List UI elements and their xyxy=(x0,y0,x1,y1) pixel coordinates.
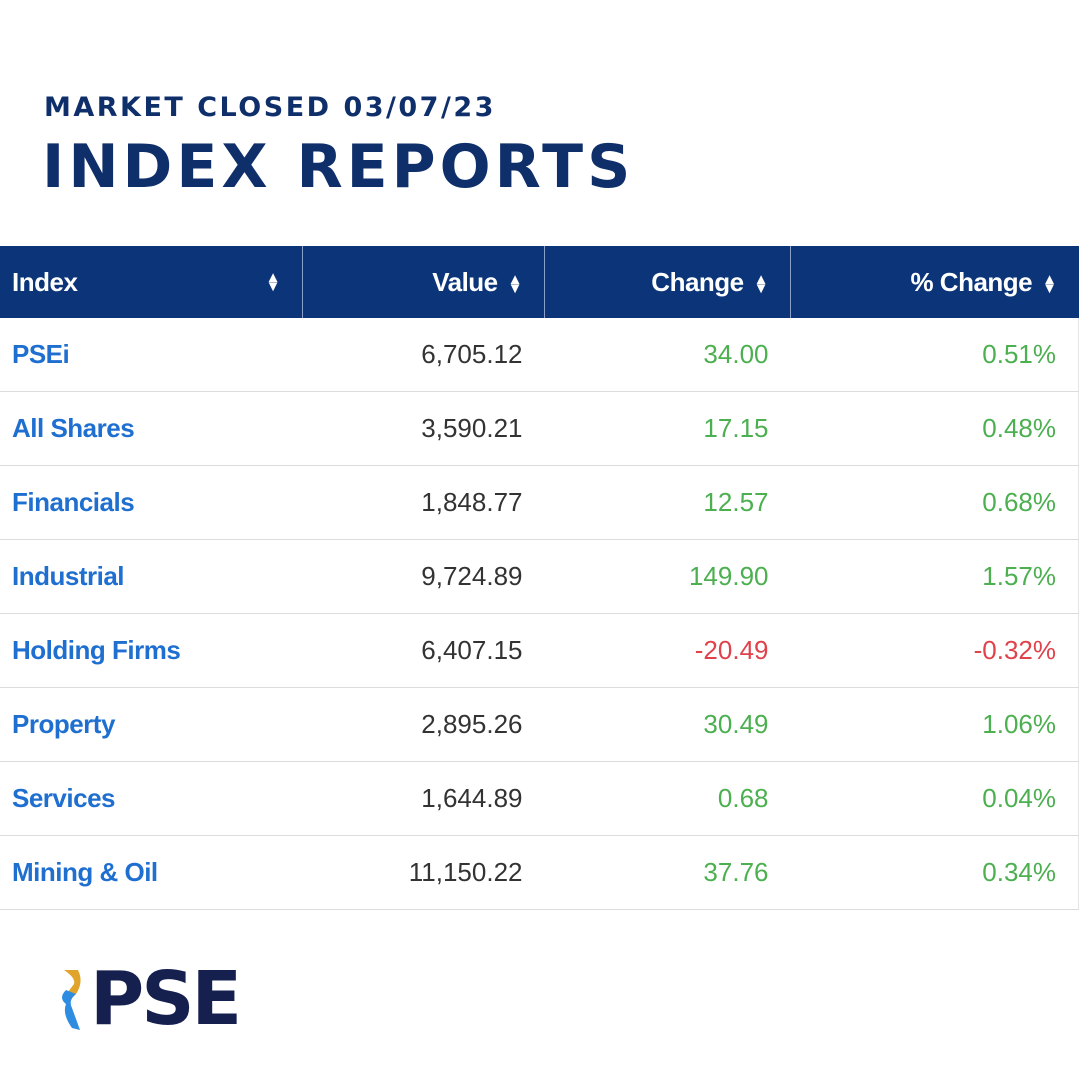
value-cell: 3,590.21 xyxy=(302,391,545,466)
value-cell: 6,705.12 xyxy=(302,318,545,392)
value-cell: 1,644.89 xyxy=(302,761,545,836)
index-name-link[interactable]: All Shares xyxy=(0,391,303,466)
index-name-link[interactable]: Holding Firms xyxy=(0,613,303,688)
change-cell: 34.00 xyxy=(544,318,791,392)
value-cell: 1,848.77 xyxy=(302,465,545,540)
market-status: MARKET CLOSED 03/07/23 xyxy=(44,92,496,123)
sort-up-down-icon[interactable]: ▲ ▼ xyxy=(507,270,523,297)
logo-text: PSE xyxy=(90,956,242,1042)
index-name-link[interactable]: Property xyxy=(0,687,303,762)
change-cell: 12.57 xyxy=(544,465,791,540)
index-name-link[interactable]: PSEi xyxy=(0,318,303,392)
pct-change-cell: 0.48% xyxy=(790,391,1079,466)
column-label: Index xyxy=(12,266,78,297)
pct-change-cell: 0.04% xyxy=(790,761,1079,836)
table-row: Financials 1,848.77 12.57 0.68% xyxy=(0,465,1079,540)
table-row: Property 2,895.26 30.49 1.06% xyxy=(0,687,1079,762)
column-label: Change xyxy=(651,266,744,297)
table-row: Services 1,644.89 0.68 0.04% xyxy=(0,761,1079,836)
pct-change-cell: 1.57% xyxy=(790,539,1079,614)
change-cell: 149.90 xyxy=(544,539,791,614)
pct-change-cell: 0.68% xyxy=(790,465,1079,540)
pse-ribbon-icon xyxy=(62,970,81,1030)
column-label: % Change xyxy=(910,266,1033,297)
table-row: Holding Firms 6,407.15 -20.49 -0.32% xyxy=(0,613,1079,688)
column-header-pct-change[interactable]: % Change ▲ ▼ xyxy=(790,246,1079,318)
change-cell: 37.76 xyxy=(544,835,791,910)
index-name-link[interactable]: Financials xyxy=(0,465,303,540)
pct-change-cell: 0.34% xyxy=(790,835,1079,910)
table-row: Mining & Oil 11,150.22 37.76 0.34% xyxy=(0,835,1079,910)
change-cell: 0.68 xyxy=(544,761,791,836)
value-cell: 2,895.26 xyxy=(302,687,545,762)
sort-up-down-icon[interactable]: ▲ ▼ xyxy=(1042,270,1057,297)
change-cell: -20.49 xyxy=(544,613,791,688)
table-row: Industrial 9,724.89 149.90 1.57% xyxy=(0,539,1079,614)
sort-up-down-icon[interactable]: ▲ ▼ xyxy=(265,269,281,295)
table-row: All Shares 3,590.21 17.15 0.48% xyxy=(0,391,1079,466)
pct-change-cell: 0.51% xyxy=(790,318,1079,392)
column-header-index[interactable]: Index ▲ ▼ xyxy=(0,246,303,318)
pct-change-cell: -0.32% xyxy=(790,613,1079,688)
column-header-change[interactable]: Change ▲ ▼ xyxy=(544,246,791,318)
index-name-link[interactable]: Industrial xyxy=(0,539,303,614)
sort-up-down-icon[interactable]: ▲ ▼ xyxy=(753,270,769,297)
change-cell: 30.49 xyxy=(544,687,791,762)
index-name-link[interactable]: Services xyxy=(0,761,303,836)
column-header-value[interactable]: Value ▲ ▼ xyxy=(302,246,545,318)
index-name-link[interactable]: Mining & Oil xyxy=(0,835,303,910)
column-label: Value xyxy=(432,266,498,297)
pct-change-cell: 1.06% xyxy=(790,687,1079,762)
value-cell: 9,724.89 xyxy=(302,539,545,614)
value-cell: 6,407.15 xyxy=(302,613,545,688)
index-table: Index ▲ ▼ Value ▲ ▼ Change ▲ ▼ % Change ▲ ▼ PSEi… xyxy=(0,246,1079,910)
value-cell: 11,150.22 xyxy=(302,835,545,910)
pse-logo: PSE xyxy=(58,956,242,1042)
page-title: INDEX REPORTS xyxy=(42,132,635,202)
change-cell: 17.15 xyxy=(544,391,791,466)
table-row: PSEi 6,705.12 34.00 0.51% xyxy=(0,318,1079,392)
